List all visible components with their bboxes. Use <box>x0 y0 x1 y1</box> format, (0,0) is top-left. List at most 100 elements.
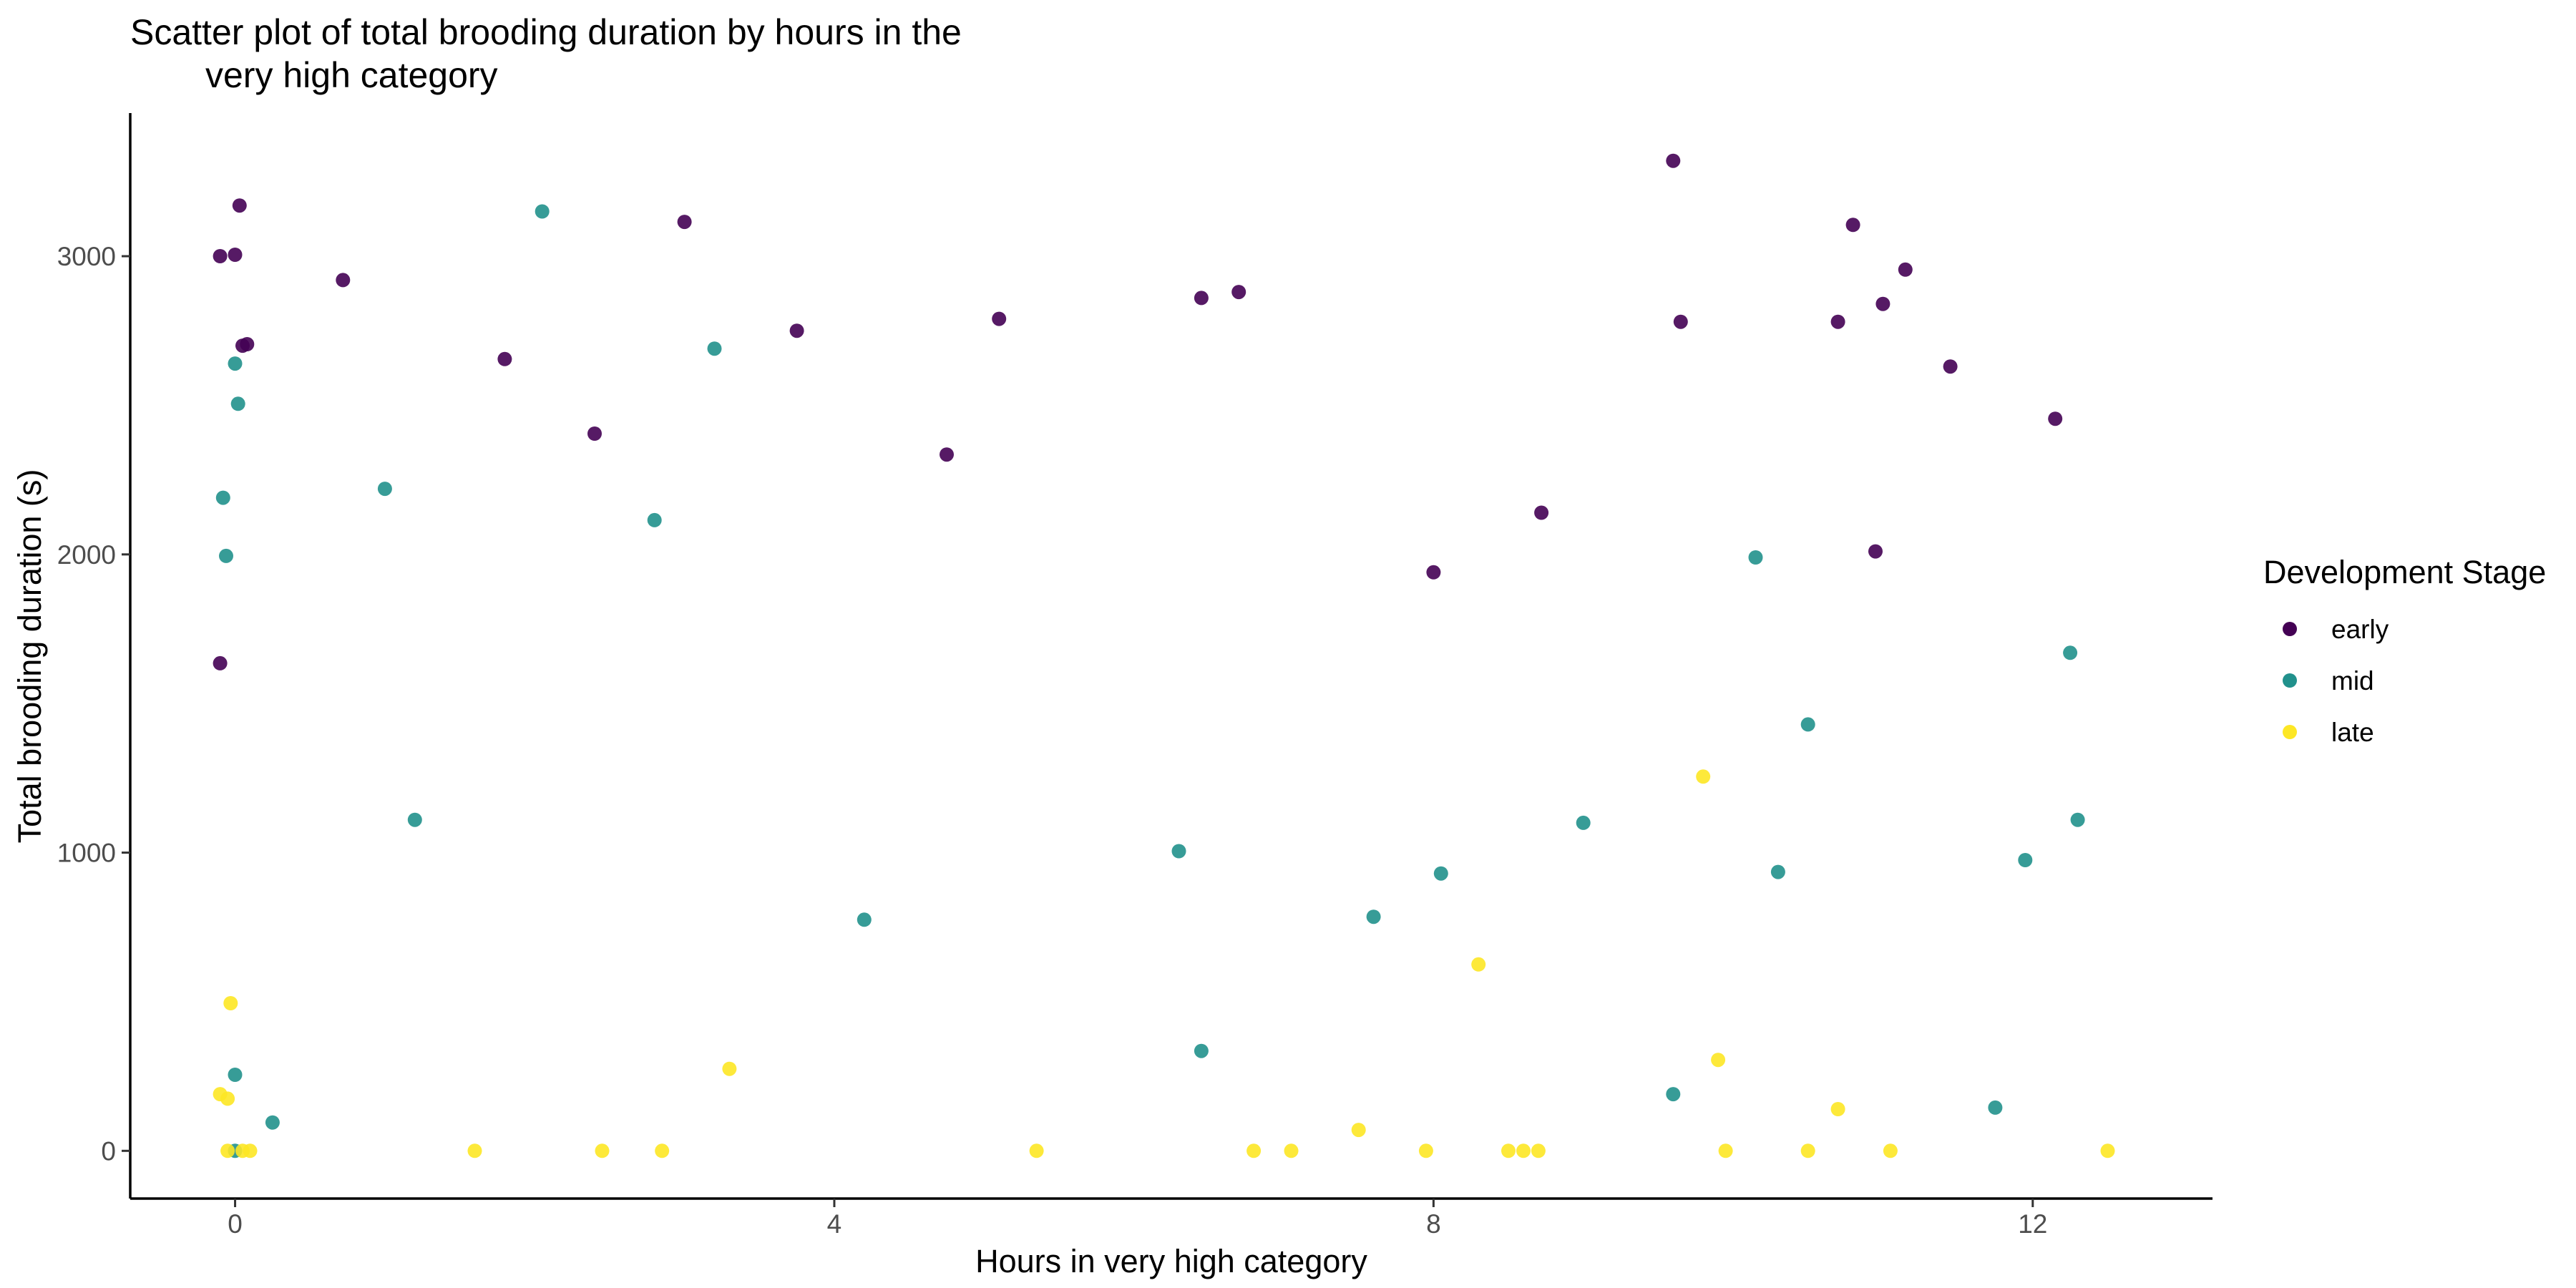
data-points <box>213 153 2115 1158</box>
x-tick-label-3: 12 <box>2018 1209 2047 1239</box>
point-early-16 <box>1534 505 1549 520</box>
point-mid-4 <box>228 1068 243 1082</box>
y-axis-ticks: 0 1000 2000 3000 <box>57 242 130 1166</box>
point-late-9 <box>722 1061 737 1076</box>
point-mid-2 <box>228 356 243 371</box>
point-late-13 <box>1351 1123 1366 1138</box>
point-mid-16 <box>1433 866 1448 881</box>
point-early-25 <box>2048 411 2063 426</box>
point-late-6 <box>467 1143 482 1158</box>
point-mid-15 <box>1366 909 1381 924</box>
point-mid-8 <box>407 812 422 827</box>
point-late-3 <box>220 1143 235 1158</box>
point-mid-17 <box>1576 815 1591 830</box>
point-late-5 <box>243 1143 258 1158</box>
point-late-16 <box>1501 1143 1516 1158</box>
legend-label-early: early <box>2331 615 2389 644</box>
point-early-8 <box>587 426 602 441</box>
point-early-13 <box>1194 291 1209 306</box>
point-mid-25 <box>2070 812 2085 827</box>
point-late-8 <box>655 1143 670 1158</box>
point-late-10 <box>1029 1143 1044 1158</box>
point-mid-12 <box>857 912 872 927</box>
point-mid-23 <box>2018 853 2033 867</box>
point-early-23 <box>1898 262 1913 277</box>
y-tick-label-3: 3000 <box>57 242 116 271</box>
point-mid-3 <box>230 396 245 411</box>
point-mid-14 <box>1194 1043 1209 1058</box>
legend-key-mid <box>2283 673 2297 688</box>
point-early-9 <box>677 215 692 230</box>
point-late-22 <box>1800 1143 1815 1158</box>
x-tick-label-1: 4 <box>827 1209 842 1239</box>
point-late-21 <box>1718 1143 1733 1158</box>
point-mid-19 <box>1748 550 1763 565</box>
point-mid-22 <box>1988 1100 2003 1115</box>
point-mid-21 <box>1800 717 1815 732</box>
point-early-24 <box>1943 359 1958 374</box>
chart-title-line-1: Scatter plot of total brooding duration … <box>130 12 962 52</box>
point-late-12 <box>1284 1143 1299 1158</box>
point-early-14 <box>1231 285 1246 300</box>
point-early-17 <box>1666 153 1681 168</box>
legend-label-late: late <box>2331 718 2374 747</box>
point-late-23 <box>1830 1102 1845 1116</box>
point-early-22 <box>1875 296 1890 311</box>
x-tick-label-0: 0 <box>228 1209 243 1239</box>
legend: Development Stage early mid late <box>2263 554 2546 747</box>
point-mid-10 <box>647 512 662 527</box>
point-early-3 <box>232 198 247 213</box>
y-tick-label-0: 0 <box>101 1136 116 1166</box>
point-early-20 <box>1845 218 1860 233</box>
point-mid-11 <box>707 341 722 356</box>
legend-items: early mid late <box>2283 615 2389 747</box>
point-early-18 <box>1673 314 1688 329</box>
point-late-2 <box>223 996 238 1010</box>
x-axis-ticks: 0 4 8 12 <box>228 1199 2047 1239</box>
point-early-19 <box>1830 314 1845 329</box>
point-mid-7 <box>377 482 392 497</box>
y-tick-label-1: 1000 <box>57 839 116 868</box>
point-mid-13 <box>1171 844 1186 859</box>
legend-key-late <box>2283 725 2297 739</box>
point-early-15 <box>1426 565 1441 580</box>
point-late-14 <box>1418 1143 1433 1158</box>
point-early-5 <box>240 337 255 351</box>
legend-title: Development Stage <box>2263 554 2546 590</box>
y-axis-title: Total brooding duration (s) <box>11 469 48 844</box>
point-mid-9 <box>535 204 550 219</box>
point-late-15 <box>1471 957 1486 972</box>
point-early-21 <box>1868 544 1883 559</box>
point-early-7 <box>497 351 512 366</box>
point-early-12 <box>992 311 1007 326</box>
point-late-19 <box>1696 769 1711 784</box>
point-late-24 <box>1883 1143 1898 1158</box>
point-late-18 <box>1531 1143 1546 1158</box>
point-late-20 <box>1711 1053 1726 1068</box>
y-tick-label-2: 2000 <box>57 540 116 570</box>
point-mid-20 <box>1770 864 1785 879</box>
point-late-17 <box>1516 1143 1531 1158</box>
point-late-11 <box>1246 1143 1262 1158</box>
point-mid-18 <box>1666 1087 1681 1102</box>
point-mid-24 <box>2063 645 2078 660</box>
legend-label-mid: mid <box>2331 666 2374 696</box>
point-mid-1 <box>219 548 233 563</box>
point-late-25 <box>2100 1143 2115 1158</box>
point-early-11 <box>940 447 954 462</box>
point-early-6 <box>336 273 351 288</box>
chart-title-line-2: very high category <box>205 55 498 95</box>
point-late-7 <box>595 1143 610 1158</box>
point-early-1 <box>213 655 228 670</box>
point-early-10 <box>789 323 804 338</box>
legend-key-early <box>2283 622 2297 636</box>
point-early-2 <box>228 248 243 262</box>
point-mid-0 <box>215 490 230 505</box>
point-early-0 <box>213 249 228 263</box>
point-late-1 <box>220 1091 235 1106</box>
point-mid-6 <box>265 1115 280 1130</box>
x-tick-label-2: 8 <box>1426 1209 1441 1239</box>
x-axis-title: Hours in very high category <box>975 1243 1367 1279</box>
